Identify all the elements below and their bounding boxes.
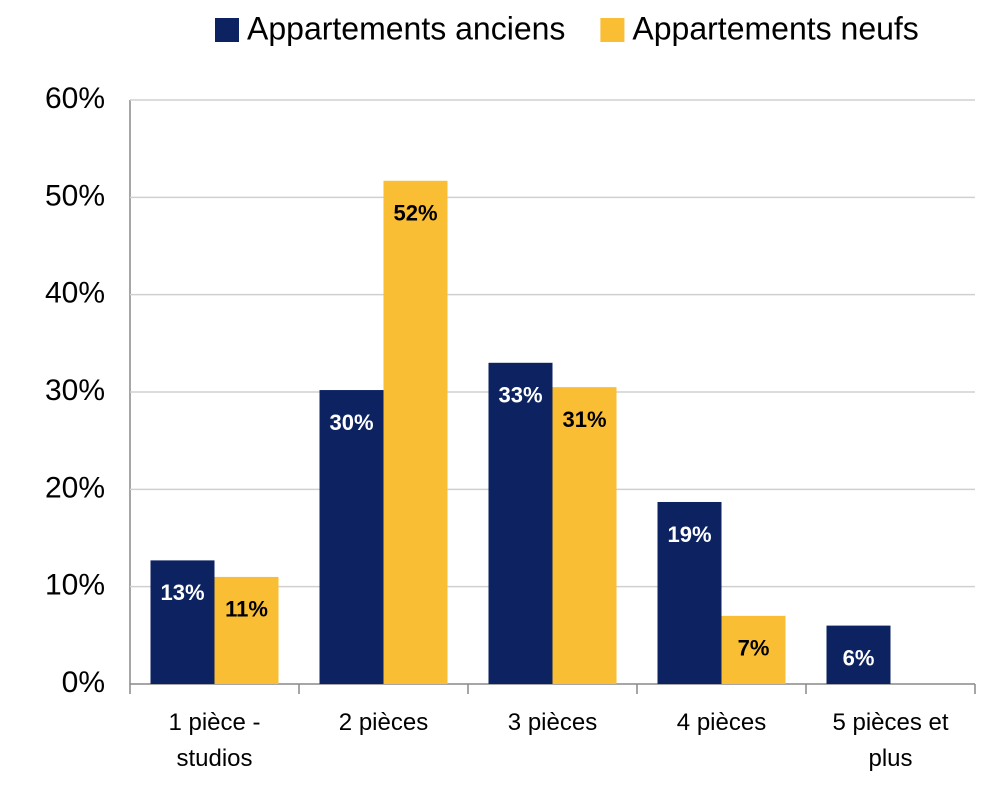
- data-label: 30%: [329, 410, 373, 435]
- y-tick-label: 0%: [62, 666, 105, 699]
- data-label: 11%: [225, 597, 268, 622]
- bar: [826, 625, 891, 684]
- data-label: 33%: [498, 383, 542, 408]
- data-label: 7%: [738, 636, 770, 661]
- y-tick-label: 30%: [45, 374, 105, 407]
- y-tick-label: 60%: [45, 82, 105, 115]
- legend-label: Appartements anciens: [247, 10, 565, 46]
- data-label: 52%: [393, 201, 437, 226]
- x-tick-label: 2 pièces: [338, 709, 429, 736]
- data-label: 6%: [843, 645, 875, 670]
- bar: [552, 387, 617, 684]
- bar: [150, 560, 215, 684]
- bar: [383, 180, 448, 684]
- y-tick-label: 50%: [45, 179, 105, 212]
- legend-swatch: [215, 18, 239, 42]
- bar: [657, 501, 722, 684]
- x-tick-label: 4 pièces: [676, 709, 767, 736]
- legend-swatch: [600, 18, 625, 42]
- x-tick-label: 3 pièces: [507, 709, 598, 736]
- data-label: 31%: [562, 407, 606, 432]
- data-label: 13%: [160, 580, 204, 605]
- x-tick-label: 5 pièces et plus: [832, 709, 949, 772]
- bar: [319, 390, 384, 684]
- x-tick-label: 1 pièce - studios: [168, 709, 261, 772]
- y-tick-label: 40%: [45, 277, 105, 310]
- data-label: 19%: [667, 522, 711, 547]
- y-tick-label: 10%: [45, 569, 105, 602]
- bar: [488, 362, 553, 684]
- bar: [721, 615, 786, 684]
- y-tick-label: 20%: [45, 471, 105, 504]
- bar: [214, 576, 279, 684]
- legend-label: Appartements neufs: [632, 10, 918, 46]
